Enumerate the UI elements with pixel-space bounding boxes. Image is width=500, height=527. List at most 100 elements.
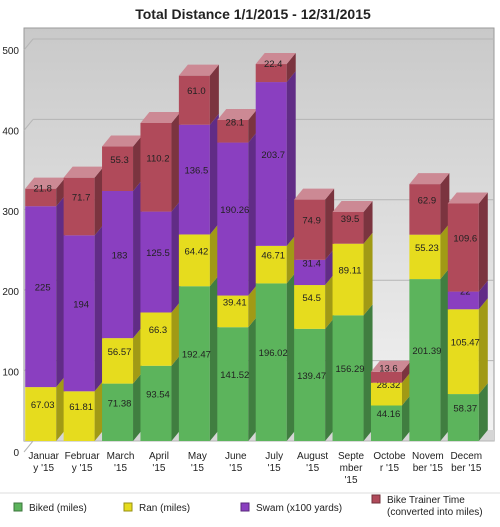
bar-ran [294,285,326,329]
x-tick-label: '15 [152,463,165,474]
bar-swam [140,211,172,313]
bar-bike-top [140,111,181,123]
data-label: 71.7 [72,193,91,204]
bar-bike [447,203,479,292]
x-tick-label: mber [340,463,363,474]
bar-biked [370,405,402,441]
bar-biked [178,286,210,441]
data-label: 89.11 [339,266,362,277]
bar-bike-top [217,108,258,120]
bar-stack: 67.03 225 21.8 [25,177,66,441]
x-tick-label: August [297,451,328,462]
bar-bike-side [440,173,450,235]
chart-title: Total Distance 1/1/2015 - 12/31/2015 [135,6,371,22]
bar-bike-top [370,360,411,372]
bar-ran-side [133,327,143,384]
data-label: 225 [35,283,51,294]
data-label: 64.42 [184,246,208,257]
data-label: 22.4 [264,59,283,70]
bar-bike [370,371,402,383]
bar-biked-side [440,268,450,441]
y-axis: 0 100 200 300 400 500 [2,46,19,459]
bars-group: 67.03 225 21.8 61.81 194 71.7 71.38 56.57 183 55.… [25,53,488,441]
bar-bike-side [363,200,373,244]
bar-biked [217,327,249,441]
data-label: 190.26 [220,205,249,216]
data-label: 93.54 [146,389,170,400]
y-tick-label: 500 [2,46,19,57]
data-label: 31.4 [302,258,321,269]
data-label: 21.8 [33,183,52,194]
bar-bike-side [133,135,143,191]
x-tick-label: '15 [306,463,319,474]
bar-bike [409,184,441,235]
bar-swam [447,291,479,310]
data-label: 61.0 [187,86,206,97]
bar-bike-top [255,53,296,65]
data-label: 62.9 [418,195,437,206]
bar-ran-side [248,284,258,328]
bar-ran-side [401,371,411,406]
gridline-diagonal [23,440,34,453]
bar-biked [294,328,326,441]
data-label: 66.3 [149,325,168,336]
legend-label: Swam (x100 yards) [256,503,342,514]
data-label: 201.39 [412,346,441,357]
x-tick-label: '15 [191,463,204,474]
y-tick-label: 100 [2,368,19,379]
bar-swam [102,190,134,339]
bar-bike [178,75,210,125]
bar-stack: 156.29 89.11 39.5 [332,200,373,441]
data-label: 136.5 [184,166,208,177]
data-label: 141.52 [220,370,249,381]
bar-swam [25,206,57,388]
bar-swam-side [325,248,335,286]
bar-stack: 139.47 54.5 31.4 74.9 [294,188,335,441]
data-label: 109.6 [453,234,477,245]
bar-biked [102,383,134,441]
bar-biked-side [478,383,488,441]
bar-bike [294,199,326,260]
data-label: 196.02 [259,348,288,359]
bar-biked [447,394,479,441]
data-label: 61.81 [69,402,93,413]
bar-ran-side [209,223,219,287]
bar-bike-top [294,188,335,200]
data-label: 183 [112,251,128,262]
legend-item: Bike Trainer Time(converted into miles) [371,494,483,518]
bar-ran [217,295,249,328]
bar-bike-top [409,173,450,185]
bar-biked [255,283,287,441]
bar-swam [217,142,249,296]
y-tick-label: 400 [2,126,19,137]
trainer-swatch-icon [371,494,381,504]
data-label: 194 [73,299,89,310]
bar-swam-side [209,113,219,235]
x-tick-label: April [149,451,169,462]
bar-ran-side [286,234,296,284]
bar-swam [178,124,210,235]
data-label: 71.38 [108,398,132,409]
x-tick-label: '15 [345,475,358,486]
data-label: 22 [460,286,471,297]
data-label: 56.57 [108,347,132,358]
data-label: 125.5 [146,248,170,259]
bar-biked [409,279,441,441]
gridline-diagonal [23,38,34,51]
bar-biked-side [401,394,411,441]
x-tick-label: y '15 [72,463,93,474]
bar-swam [255,82,287,246]
bar-biked-side [171,354,181,441]
bar-bike [332,211,364,244]
bar-ran [63,391,95,441]
bar-bike-top [63,166,104,178]
bar-stack: 58.37 105.47 22 109.6 [447,192,488,441]
bar-ran [370,382,402,406]
bar-stack: 196.02 46.71 203.7 22.4 [255,53,296,441]
bar-bike-top [102,135,143,147]
bar-biked-side [248,316,258,441]
bar-stack: 61.81 194 71.7 [63,166,104,441]
bar-bike-side [56,177,66,207]
biked-swatch-icon [13,502,23,512]
x-tick-label: Februar [65,451,101,462]
